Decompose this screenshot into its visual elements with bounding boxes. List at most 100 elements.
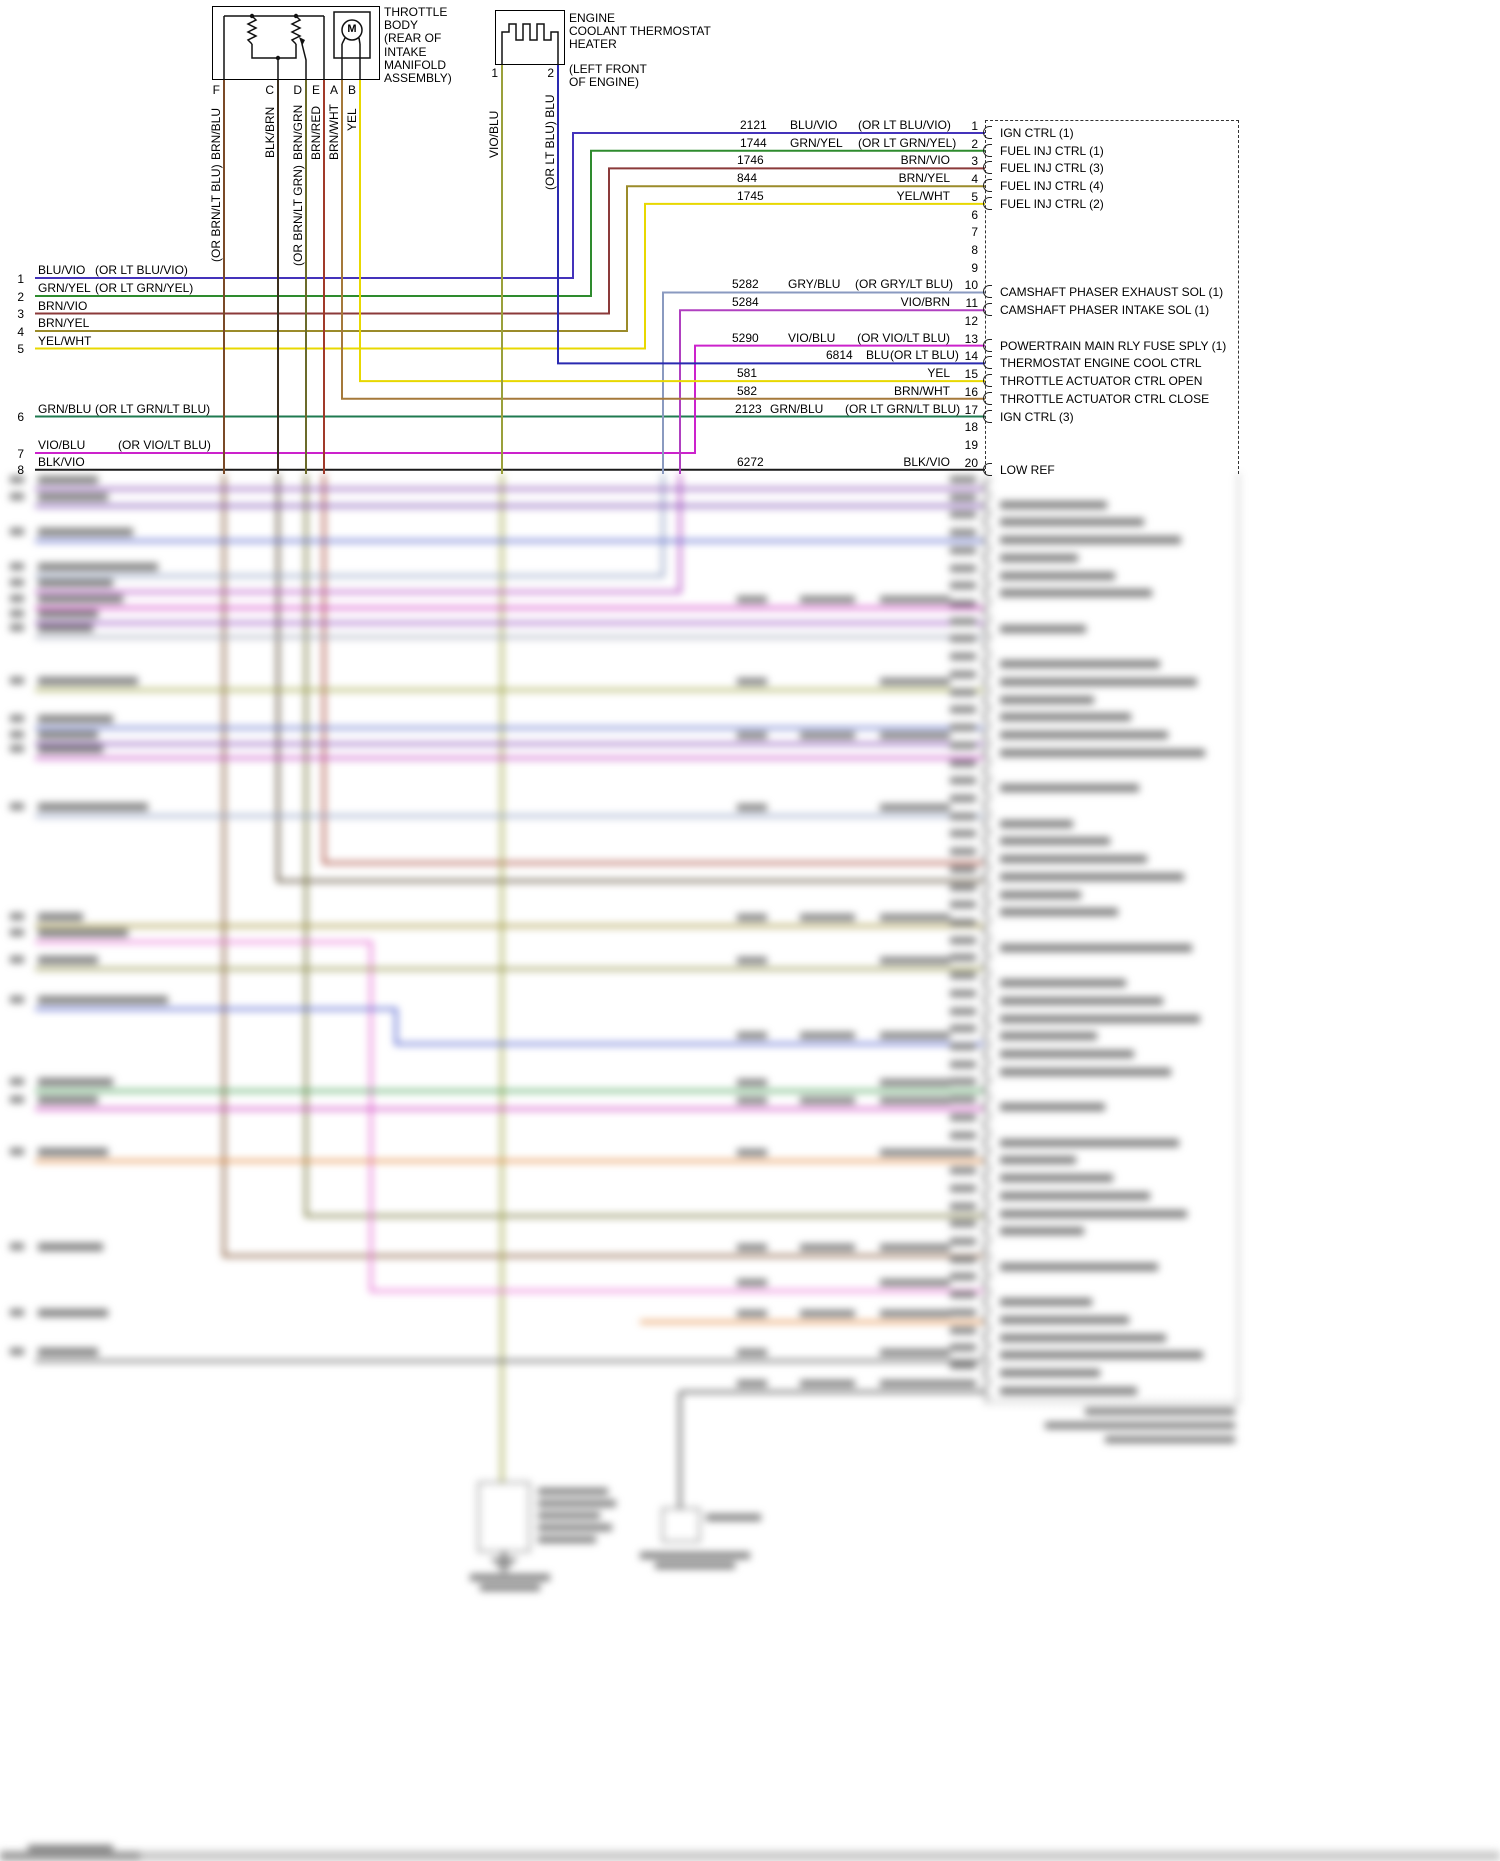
blurred-pcm-bracket xyxy=(983,745,992,759)
pcm-wire-number: 1744 xyxy=(740,135,767,150)
pcm-pin-bracket xyxy=(983,303,992,317)
blurred-pcm-label xyxy=(1000,677,1197,686)
blurred-ground-component xyxy=(662,1508,700,1542)
wire-brn-wht xyxy=(341,80,985,400)
blurred-pcm-bracket xyxy=(983,674,992,688)
blurred-pcm-bracket xyxy=(983,657,992,671)
pcm-wire-number: 581 xyxy=(737,366,758,381)
blurred-left-wire-label xyxy=(38,745,103,753)
blurred-left-wire-number xyxy=(10,528,24,535)
blurred-pcm-pin-number xyxy=(950,954,976,962)
blurred-pcm-bracket xyxy=(983,1277,992,1291)
blurred-pcm-label xyxy=(1000,1103,1105,1112)
pcm-pin-label: IGN CTRL (1) xyxy=(1000,126,1074,140)
pcm-pin-bracket xyxy=(983,462,992,476)
wire-brn-vio xyxy=(35,167,985,315)
blurred-pcm-pin-number xyxy=(950,1255,976,1263)
left-wire-alt: (OR LT BLU/VIO) xyxy=(95,263,188,277)
blurred-pcm-bracket xyxy=(983,852,992,866)
blurred-wire-color xyxy=(880,1380,950,1387)
blurred-left-wire-label xyxy=(38,1309,108,1317)
left-wire-alt: (OR LT GRN/YEL) xyxy=(95,281,194,295)
blurred-pcm-pin-number xyxy=(950,600,976,608)
blurred-pcm-bracket xyxy=(983,550,992,564)
blurred-pcm-label xyxy=(1000,1156,1076,1165)
blurred-pcm-pin-number xyxy=(950,1362,976,1369)
blurred-pcm-pin-number xyxy=(950,564,976,572)
blurred-left-wire-number xyxy=(10,1148,24,1155)
pcm-pin-number: 17 xyxy=(964,402,978,417)
blurred-wire-number xyxy=(737,1149,767,1156)
blurred-pcm-bracket xyxy=(983,958,992,972)
blurred-left-wire-label xyxy=(38,803,148,811)
pcm-wire-name: YEL xyxy=(927,366,950,381)
pcm-pin-label: LOW REF xyxy=(1000,462,1055,477)
blurred-text xyxy=(1045,1422,1235,1429)
pcm-pin-number: 6 xyxy=(971,207,978,222)
blurred-left-wire-number xyxy=(10,913,24,920)
wire-blu xyxy=(557,65,985,365)
blurred-wire-alt xyxy=(800,596,855,603)
blurred-pcm-bracket xyxy=(983,1366,992,1379)
blurred-pcm-bracket xyxy=(983,834,992,848)
blurred-left-wire-number xyxy=(10,996,24,1003)
pcm-pin-label: FUEL INJ CTRL (3) xyxy=(1000,161,1104,176)
blurred-pcm-bracket xyxy=(983,1224,992,1238)
blurred-pcm-pin-number xyxy=(950,1308,976,1316)
blurred-pcm-bracket xyxy=(983,568,992,582)
bottom-bar xyxy=(0,1851,1500,1861)
blurred-pcm-label xyxy=(1000,1351,1203,1360)
blurred-pcm-pin-number xyxy=(950,1149,976,1157)
blurred-pcm-bracket xyxy=(983,1011,992,1025)
throttle-pin-letter: F xyxy=(212,83,220,97)
blurred-wire-alt xyxy=(800,914,855,921)
blurred-wire xyxy=(35,474,682,594)
blurred-pcm-pin-number xyxy=(950,617,976,625)
pcm-pin-number: 15 xyxy=(964,367,978,382)
pcm-pin-bracket xyxy=(983,179,992,193)
blurred-wire xyxy=(222,474,983,1258)
blurred-pcm-pin-number xyxy=(950,777,976,785)
blurred-wire-color xyxy=(880,1032,950,1039)
blurred-left-wire-number xyxy=(10,1243,24,1250)
blurred-wire-alt xyxy=(800,1244,855,1251)
blurred-wire-number xyxy=(737,1097,767,1104)
pcm-wire-name: BRN/VIO xyxy=(900,153,950,168)
left-wire-alt: (OR LT GRN/LT BLU) xyxy=(95,401,211,416)
blurred-pcm-bracket xyxy=(983,869,992,883)
blurred-component-box xyxy=(478,1482,530,1552)
blurred-pcm-pin-number xyxy=(950,1344,976,1352)
pcm-pin-number: 10 xyxy=(964,278,978,293)
blurred-pcm-pin-number xyxy=(950,688,976,696)
blurred-pcm-pin-number xyxy=(950,1291,976,1299)
blurred-pcm-label xyxy=(1000,837,1110,846)
blurred-pcm-bracket xyxy=(983,515,992,529)
wire-yel-wht xyxy=(35,202,985,350)
blurred-pcm-label xyxy=(1000,819,1073,828)
throttle-body-internals xyxy=(223,11,371,80)
pcm-wire-number: 5290 xyxy=(732,330,759,345)
blurred-pcm-bracket xyxy=(983,1188,992,1202)
blurred-pcm-label xyxy=(1000,660,1160,669)
pcm-wire-alt: (OR LT GRN/LT BLU) xyxy=(845,401,961,416)
left-wire-number: 4 xyxy=(17,324,24,339)
thermostat-label-line: COOLANT THERMOSTAT xyxy=(569,24,711,39)
blurred-pcm-border-left xyxy=(985,474,986,1402)
left-wire-name: GRN/YEL xyxy=(38,281,91,295)
blurred-pcm-pin-number xyxy=(950,1273,976,1281)
blurred-pcm-label xyxy=(1000,1262,1158,1271)
blurred-wire xyxy=(276,474,983,883)
blurred-pcm-pin-number xyxy=(950,741,976,749)
blurred-pcm-label xyxy=(1000,731,1168,740)
pcm-pin-bracket xyxy=(983,161,992,175)
pcm-wire-name: VIO/BLU xyxy=(788,330,836,345)
motor-symbol-circle xyxy=(341,19,363,41)
blurred-pcm-pin-number xyxy=(950,1131,976,1139)
left-wire-number: 6 xyxy=(17,410,24,424)
pcm-pin-label: FUEL INJ CTRL (2) xyxy=(1000,196,1104,211)
pcm-pin-number: 9 xyxy=(971,260,978,275)
blurred-left-wire-number xyxy=(10,803,24,810)
pcm-pin-bracket xyxy=(983,143,992,157)
vertical-wire-label: (OR BRN/LT GRN) xyxy=(291,165,305,266)
blurred-text xyxy=(1105,1436,1235,1443)
